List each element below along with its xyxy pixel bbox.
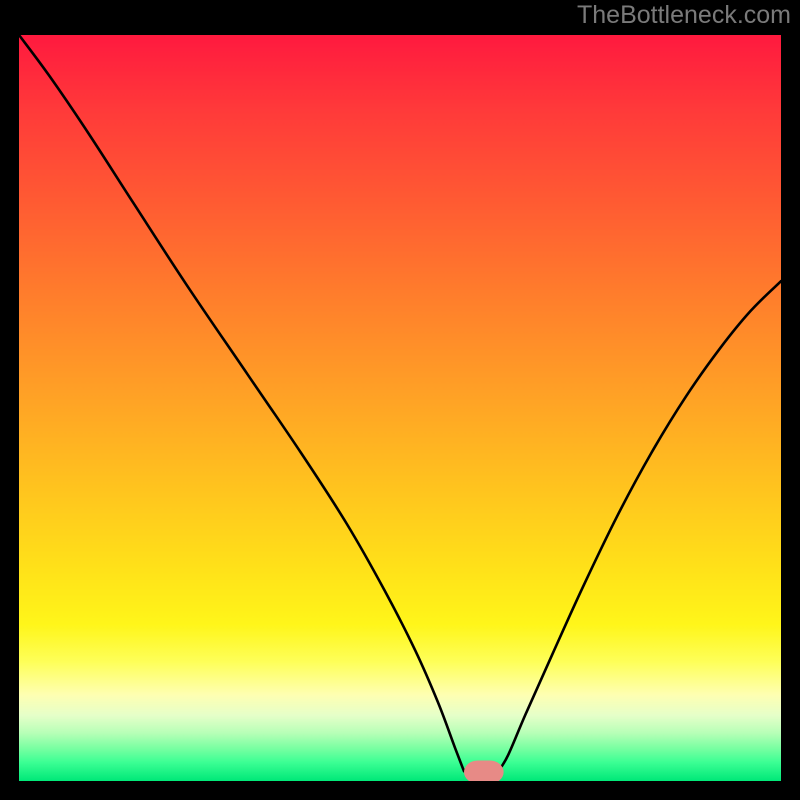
plot-area xyxy=(19,35,781,781)
bottleneck-curve xyxy=(19,35,781,771)
chart-stage: TheBottleneck.com xyxy=(0,0,800,800)
watermark-text: TheBottleneck.com xyxy=(577,1,791,30)
min-marker xyxy=(464,760,504,781)
curve-layer xyxy=(19,35,781,781)
